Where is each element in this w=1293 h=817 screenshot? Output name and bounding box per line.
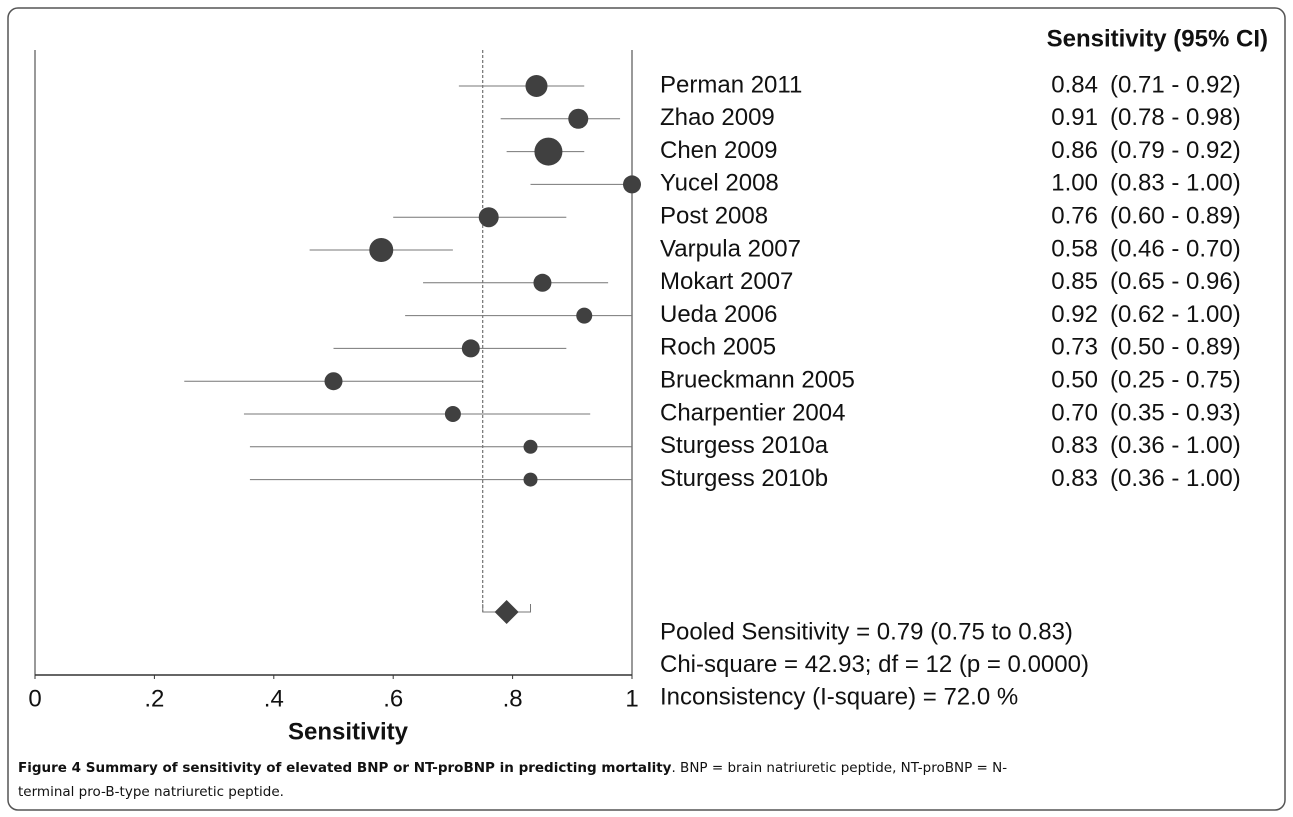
value-label: 0.76	[1051, 203, 1098, 230]
value-label: 0.58	[1051, 235, 1098, 262]
point	[525, 75, 548, 97]
value-label: 0.70	[1051, 399, 1098, 426]
value-label: 0.85	[1051, 268, 1098, 295]
x-tick-label: .6	[383, 685, 403, 712]
study-label: Sturgess 2010b	[660, 465, 828, 492]
x-axis-label: Sensitivity	[288, 718, 409, 745]
ci-label: (0.50 - 0.89)	[1110, 334, 1241, 361]
ci-label: (0.36 - 1.00)	[1110, 465, 1241, 492]
study-label: Post 2008	[660, 203, 768, 230]
caption-text: terminal pro-B-type natriuretic peptide.	[18, 784, 284, 800]
study-label: Sturgess 2010a	[660, 432, 829, 459]
value-label: 0.83	[1051, 465, 1098, 492]
ci-label: (0.35 - 0.93)	[1110, 399, 1241, 426]
ci-label: (0.36 - 1.00)	[1110, 432, 1241, 459]
ci-label: (0.62 - 1.00)	[1110, 301, 1241, 328]
caption: Figure 4 Summary of sensitivity of eleva…	[18, 760, 1007, 776]
value-label: 0.83	[1051, 432, 1098, 459]
ci-label: (0.71 - 0.92)	[1110, 71, 1241, 98]
x-tick-label: 1	[625, 685, 638, 712]
study-label: Zhao 2009	[660, 104, 775, 131]
point	[568, 108, 589, 129]
x-tick-label: .8	[503, 685, 523, 712]
x-tick-label: 0	[28, 685, 41, 712]
study-label: Varpula 2007	[660, 235, 801, 262]
ci-label: (0.79 - 0.92)	[1110, 137, 1241, 164]
study-label: Yucel 2008	[660, 170, 779, 197]
point	[623, 175, 641, 194]
study-label: Brueckmann 2005	[660, 367, 855, 394]
value-label: 0.50	[1051, 367, 1098, 394]
value-label: 0.73	[1051, 334, 1098, 361]
ci-label: (0.60 - 0.89)	[1110, 203, 1241, 230]
ci-label: (0.25 - 0.75)	[1110, 367, 1241, 394]
header: Sensitivity (95% CI)	[1047, 25, 1268, 52]
caption-bold: Figure 4 Summary of sensitivity of eleva…	[18, 760, 672, 776]
point	[523, 439, 538, 454]
point	[478, 207, 499, 228]
value-label: 0.92	[1051, 301, 1098, 328]
point	[444, 406, 461, 422]
point	[523, 472, 538, 487]
study-label: Ueda 2006	[660, 301, 777, 328]
value-label: 0.91	[1051, 104, 1098, 131]
point	[324, 372, 343, 391]
value-label: 0.86	[1051, 137, 1098, 164]
ci-label: (0.46 - 0.70)	[1110, 235, 1241, 262]
point	[534, 137, 563, 166]
study-label: Roch 2005	[660, 334, 776, 361]
point	[533, 273, 552, 292]
ci-label: (0.78 - 0.98)	[1110, 104, 1241, 131]
value-label: 1.00	[1051, 170, 1098, 197]
point	[369, 238, 394, 262]
ci-label: (0.83 - 1.00)	[1110, 170, 1241, 197]
pooled-diamond	[494, 600, 519, 624]
study-label: Perman 2011	[660, 71, 802, 98]
x-tick-label: .4	[264, 685, 284, 712]
study-label: Charpentier 2004	[660, 399, 845, 426]
study-label: Mokart 2007	[660, 268, 793, 295]
frame	[7, 7, 1286, 811]
ci-label: (0.65 - 0.96)	[1110, 268, 1241, 295]
point	[576, 307, 593, 324]
point	[461, 339, 480, 358]
stat-line: Pooled Sensitivity = 0.79 (0.75 to 0.83)	[660, 618, 1073, 645]
x-tick-label: .2	[144, 685, 164, 712]
study-label: Chen 2009	[660, 137, 777, 164]
stat-line: Chi-square = 42.93; df = 12 (p = 0.0000)	[660, 651, 1089, 678]
value-label: 0.84	[1051, 71, 1098, 98]
stat-line: Inconsistency (I-square) = 72.0 %	[660, 683, 1018, 710]
caption-text: . BNP = brain natriuretic peptide, NT-pr…	[671, 760, 1007, 776]
